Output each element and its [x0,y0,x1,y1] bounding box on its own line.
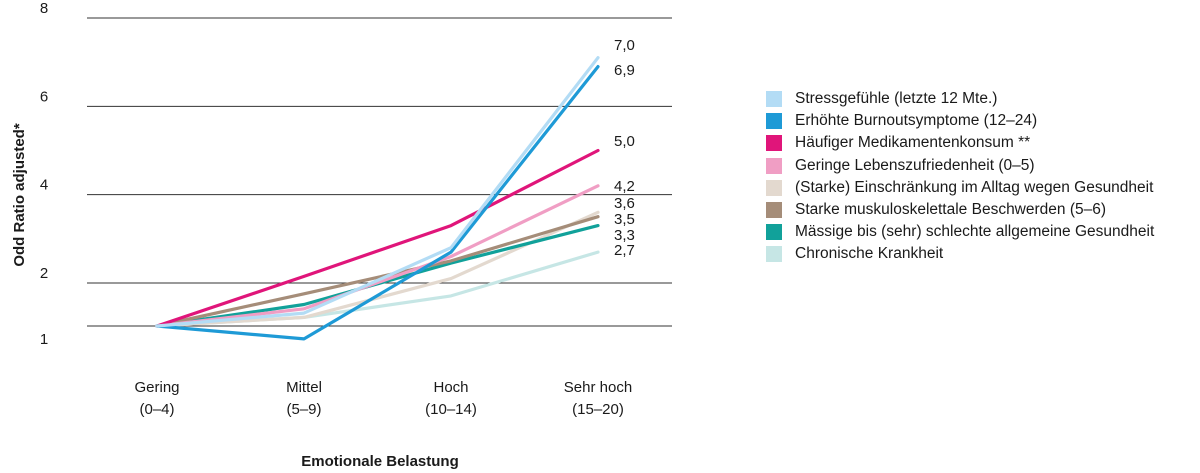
end-label: 3,6 [614,195,635,212]
legend-label: Starke muskuloskelettale Beschwerden (5–… [795,201,1107,219]
legend-item: Häufiger Medikamentenkonsum ** [766,132,1186,154]
end-label: 3,3 [614,227,635,244]
x-tick-line: Sehr hoch [564,379,632,396]
x-axis-title: Emotionale Belastung [301,453,459,470]
series-line [155,148,600,328]
x-tick-label: Mittel (5–9) [286,379,322,418]
end-labels: 7,0 6,9 5,0 4,23,63,53,32,7 [614,37,635,259]
end-label: 7,0 [614,37,635,54]
legend-label: Stressgefühle (letzte 12 Mte.) [795,90,998,107]
legend-swatch [766,246,782,263]
legend-item: Stressgefühle (letzte 12 Mte.) [766,88,1186,110]
x-tick-label: Hoch (10–14) [425,379,477,418]
legend-swatch [766,202,782,219]
series-lines [155,56,600,341]
legend-swatch [766,179,782,196]
legend-swatch [766,113,782,130]
series-line [155,56,600,328]
legend-label: Geringe Lebenszufriedenheit (0–5) [795,156,1035,174]
y-tick-label: 2 [40,265,48,282]
legend-label: Chronische Krankheit [795,245,944,263]
legend-label: Mässige bis (sehr) schlechte allgemeine … [795,223,1155,241]
x-tick-line: Gering [134,379,179,396]
end-label: 3,5 [614,211,635,228]
x-tick-line: Mittel [286,379,322,396]
end-label: 4,2 [614,178,635,195]
legend-item: Chronische Krankheit [766,243,1186,265]
x-tick-line: Hoch [433,379,468,396]
legend-label: Häufiger Medikamentenkonsum ** [795,134,1031,152]
end-label: 2,7 [614,242,635,259]
series-line [155,184,600,328]
series-line [155,210,600,328]
x-tick-labels: Gering (0–4) Mittel (5–9) Hoch (10–14) Sehr ho… [134,379,632,418]
x-tick-label: Sehr hoch (15–20) [564,379,632,418]
series-line [155,64,600,341]
legend-label: Erhöhte Burnoutsymptome (12–24) [795,112,1038,130]
grid-lines [87,17,672,327]
end-label: 5,0 [614,133,635,150]
x-tick-line: (15–20) [572,401,624,418]
y-axis-title: Odd Ratio adjusted* [11,123,28,267]
y-tick-label: 6 [40,88,48,105]
legend-item: Erhöhte Burnoutsymptome (12–24) [766,110,1186,132]
x-tick-line: (5–9) [286,401,321,418]
series-line [155,215,600,328]
y-tick-label: 1 [40,331,48,348]
x-tick-line: (10–14) [425,401,477,418]
y-tick-label: 8 [40,0,48,17]
legend-swatch [766,91,782,107]
x-tick-line: (0–4) [139,401,174,418]
legend-label: (Starke) Einschränkung im Alltag wegen G… [795,178,1154,196]
legend: Stressgefühle (letzte 12 Mte.) Erhöhte Bu… [766,88,1186,266]
legend-item: Mässige bis (sehr) schlechte allgemeine … [766,221,1186,243]
legend-item: (Starke) Einschränkung im Alltag wegen G… [766,177,1186,199]
y-tick-label: 4 [40,177,48,194]
x-tick-label: Gering (0–4) [134,379,179,418]
legend-item: Starke muskuloskelettale Beschwerden (5–… [766,199,1186,221]
legend-swatch [766,135,782,152]
y-tick-labels: 1 2 4 6 8 [40,0,48,348]
legend-swatch [766,224,782,241]
end-label: 6,9 [614,62,635,79]
legend-item: Geringe Lebenszufriedenheit (0–5) [766,155,1186,177]
legend-swatch [766,157,782,174]
